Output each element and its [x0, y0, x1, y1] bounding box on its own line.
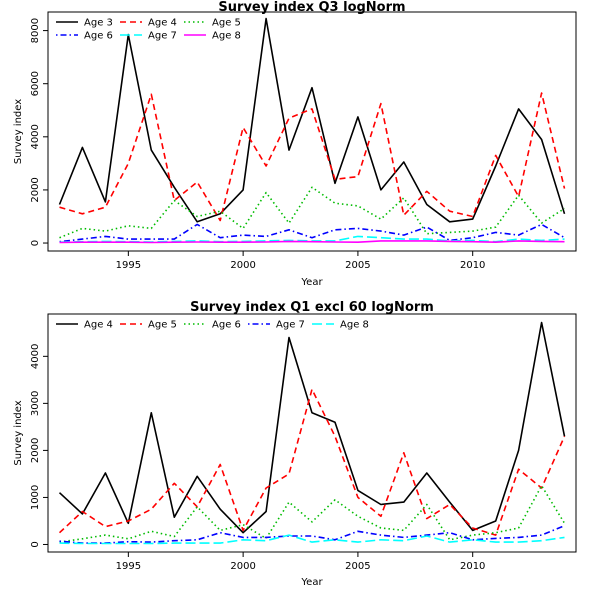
series-line-age-8	[59, 240, 565, 244]
series-line-age-5	[59, 186, 565, 239]
y-tick-label: 2000	[30, 177, 41, 202]
legend-label: Age 3	[84, 18, 113, 29]
x-tick-label: 2000	[230, 561, 255, 572]
series-line-age-7	[59, 524, 565, 544]
legend-label: Age 5	[212, 18, 241, 29]
y-tick-label: 8000	[30, 18, 41, 43]
series-line-age-4	[59, 92, 566, 222]
x-tick-label: 2005	[345, 561, 370, 572]
y-tick-label: 1000	[30, 485, 41, 510]
legend-label: Age 8	[212, 31, 241, 42]
series-line-age-4	[58, 321, 566, 534]
y-tick-label: 4000	[30, 344, 41, 369]
y-tick-label: 3000	[30, 391, 41, 416]
series-line-age-6	[59, 484, 566, 543]
series-line-age-6	[59, 223, 565, 243]
x-tick-label: 1995	[116, 260, 141, 271]
legend-label: Age 6	[212, 320, 241, 331]
x-tick-label: 2000	[230, 260, 255, 271]
plot-frame	[47, 313, 577, 553]
y-axis-label: Survey index	[13, 99, 24, 164]
x-tick-label: 1995	[116, 561, 141, 572]
x-axis-label: Year	[300, 277, 323, 288]
legend-label: Age 8	[340, 320, 369, 331]
x-axis-label: Year	[300, 577, 323, 588]
y-axis-label: Survey index	[13, 400, 24, 465]
legend-label: Age 4	[84, 320, 113, 331]
chart-title: Survey index Q3 logNorm	[218, 0, 405, 15]
legend-label: Age 5	[148, 320, 177, 331]
y-tick-label: 0	[30, 541, 41, 547]
legend-label: Age 6	[84, 31, 113, 42]
legend-label: Age 7	[276, 320, 305, 331]
legend-label: Age 7	[148, 31, 177, 42]
x-tick-label: 2005	[345, 260, 370, 271]
y-tick-label: 2000	[30, 438, 41, 463]
y-tick-label: 0	[30, 240, 41, 246]
chart-title: Survey index Q1 excl 60 logNorm	[190, 300, 434, 315]
y-tick-label: 4000	[30, 124, 41, 149]
plot-frame	[47, 11, 577, 252]
legend-label: Age 4	[148, 18, 177, 29]
series-line-age-3	[58, 17, 566, 223]
x-tick-label: 2010	[460, 260, 485, 271]
y-tick-label: 6000	[30, 71, 41, 96]
series-line-age-8	[59, 534, 565, 545]
x-tick-label: 2010	[460, 561, 485, 572]
